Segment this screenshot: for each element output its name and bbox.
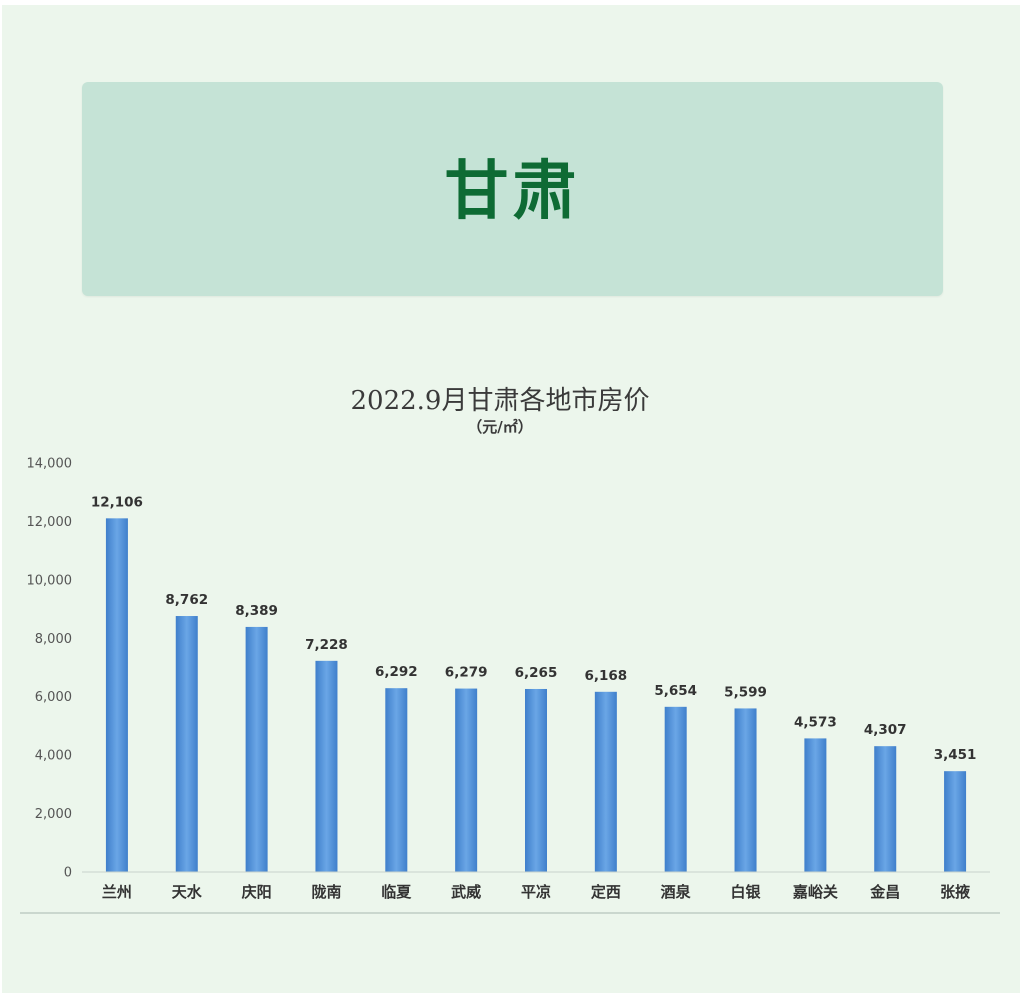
bar xyxy=(315,660,338,872)
data-label: 4,307 xyxy=(864,722,907,738)
y-tick-label: 14,000 xyxy=(27,457,73,472)
y-tick-label: 6,000 xyxy=(35,690,72,705)
category-label: 庆阳 xyxy=(242,883,272,901)
bar xyxy=(664,706,687,872)
chart-title: 2022.9月甘肃各地市房价 xyxy=(351,386,650,416)
category-label: 平凉 xyxy=(521,883,551,901)
bars xyxy=(105,518,967,872)
category-label: 金昌 xyxy=(869,883,900,901)
bar xyxy=(245,626,268,872)
data-label: 6,279 xyxy=(445,665,488,681)
data-label: 4,573 xyxy=(794,714,837,730)
bar xyxy=(944,771,967,872)
data-label: 5,654 xyxy=(654,683,697,699)
category-label: 定西 xyxy=(591,883,621,901)
category-label: 天水 xyxy=(172,883,203,901)
data-labels: 12,106 8,762 8,389 7,228 6,292 6,279 6,265 6,16… xyxy=(91,494,977,763)
data-label: 3,451 xyxy=(934,747,977,763)
data-label: 8,762 xyxy=(165,592,208,608)
bar xyxy=(175,616,198,872)
y-tick-label: 2,000 xyxy=(35,807,72,822)
y-tick-label: 8,000 xyxy=(35,632,72,647)
bar xyxy=(525,688,547,872)
data-label: 6,265 xyxy=(515,665,558,681)
bar xyxy=(455,688,478,872)
category-label: 张掖 xyxy=(940,883,971,901)
chart-subtitle: （元/㎡） xyxy=(467,418,532,436)
bar xyxy=(385,688,408,872)
category-label: 临夏 xyxy=(381,883,412,901)
y-tick-label: 0 xyxy=(64,866,72,881)
bar xyxy=(874,746,897,872)
bar xyxy=(734,708,757,872)
category-label: 武威 xyxy=(451,883,481,901)
y-tick-label: 10,000 xyxy=(27,573,73,588)
category-label: 兰州 xyxy=(102,883,132,901)
y-tick-label: 4,000 xyxy=(35,749,72,764)
data-label: 8,389 xyxy=(235,603,278,619)
category-label: 嘉峪关 xyxy=(792,883,838,901)
data-label: 5,599 xyxy=(724,684,767,700)
x-axis: 兰州 天水 庆阳 陇南 临夏 武威 平凉 定西 酒泉 白银 嘉峪关 金昌 张掖 xyxy=(102,883,971,901)
data-label: 7,228 xyxy=(305,637,348,653)
bar xyxy=(105,518,128,872)
y-axis: 0 2,000 4,000 6,000 8,000 10,000 12,000 14,000 xyxy=(27,457,73,881)
bar xyxy=(804,738,827,872)
category-label: 陇南 xyxy=(311,883,341,901)
banner-title: 甘肃 xyxy=(444,155,581,229)
y-tick-label: 12,000 xyxy=(27,515,73,530)
bar xyxy=(594,691,617,872)
category-label: 酒泉 xyxy=(661,883,692,901)
data-label: 6,168 xyxy=(584,668,627,684)
data-label: 6,292 xyxy=(375,664,418,680)
data-label: 12,106 xyxy=(91,494,143,510)
title-banner: 甘肃 xyxy=(82,82,943,296)
category-label: 白银 xyxy=(731,883,762,901)
